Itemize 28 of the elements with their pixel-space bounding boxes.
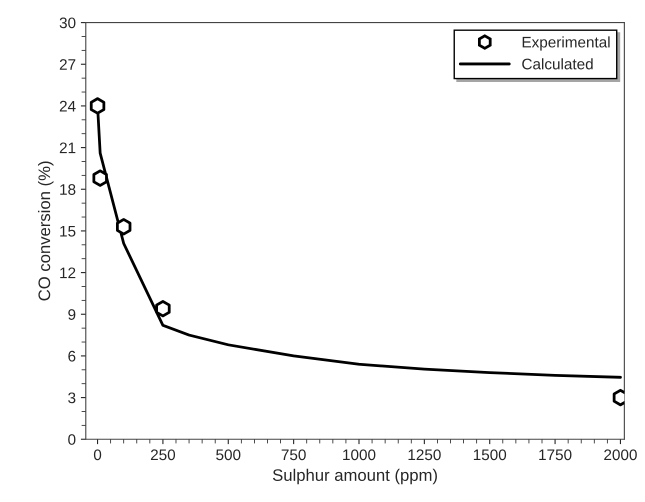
- point: [155, 300, 171, 318]
- x-tick-label: 1250: [408, 449, 441, 460]
- y-tick-label: 3: [68, 392, 76, 404]
- y-axis-title: CO conversion (%): [38, 162, 54, 300]
- x-axis-title: Sulphur amount (ppm): [272, 468, 437, 484]
- y-tick-label: 9: [68, 309, 76, 320]
- point: [90, 97, 106, 115]
- y-tick-label: 27: [60, 59, 76, 70]
- y-tick-label: 24: [60, 100, 76, 112]
- y-tick-label: 15: [60, 226, 76, 237]
- x-tick-label: 750: [282, 449, 306, 460]
- y-tick-label: 18: [60, 184, 76, 195]
- y-tick-label: 12: [60, 267, 76, 278]
- x-tick-label: 250: [150, 449, 176, 460]
- x-tick-label: 500: [216, 449, 240, 460]
- x-tick-label: 0: [94, 449, 102, 460]
- legend-label: Experimental: [522, 36, 610, 51]
- y-tick-label: 21: [60, 142, 76, 154]
- x-tick-label: 1750: [539, 449, 572, 460]
- y-tick-label: 30: [60, 17, 76, 28]
- x-tick-label: 1000: [343, 449, 376, 460]
- x-tick-label: 1500: [474, 449, 506, 460]
- legend-label: Calculated: [522, 58, 593, 70]
- point: [92, 169, 108, 187]
- y-tick-label: 0: [68, 434, 76, 445]
- y-tick-label: 6: [68, 350, 76, 362]
- point: [116, 218, 132, 236]
- x-tick-label: 2000: [604, 449, 637, 460]
